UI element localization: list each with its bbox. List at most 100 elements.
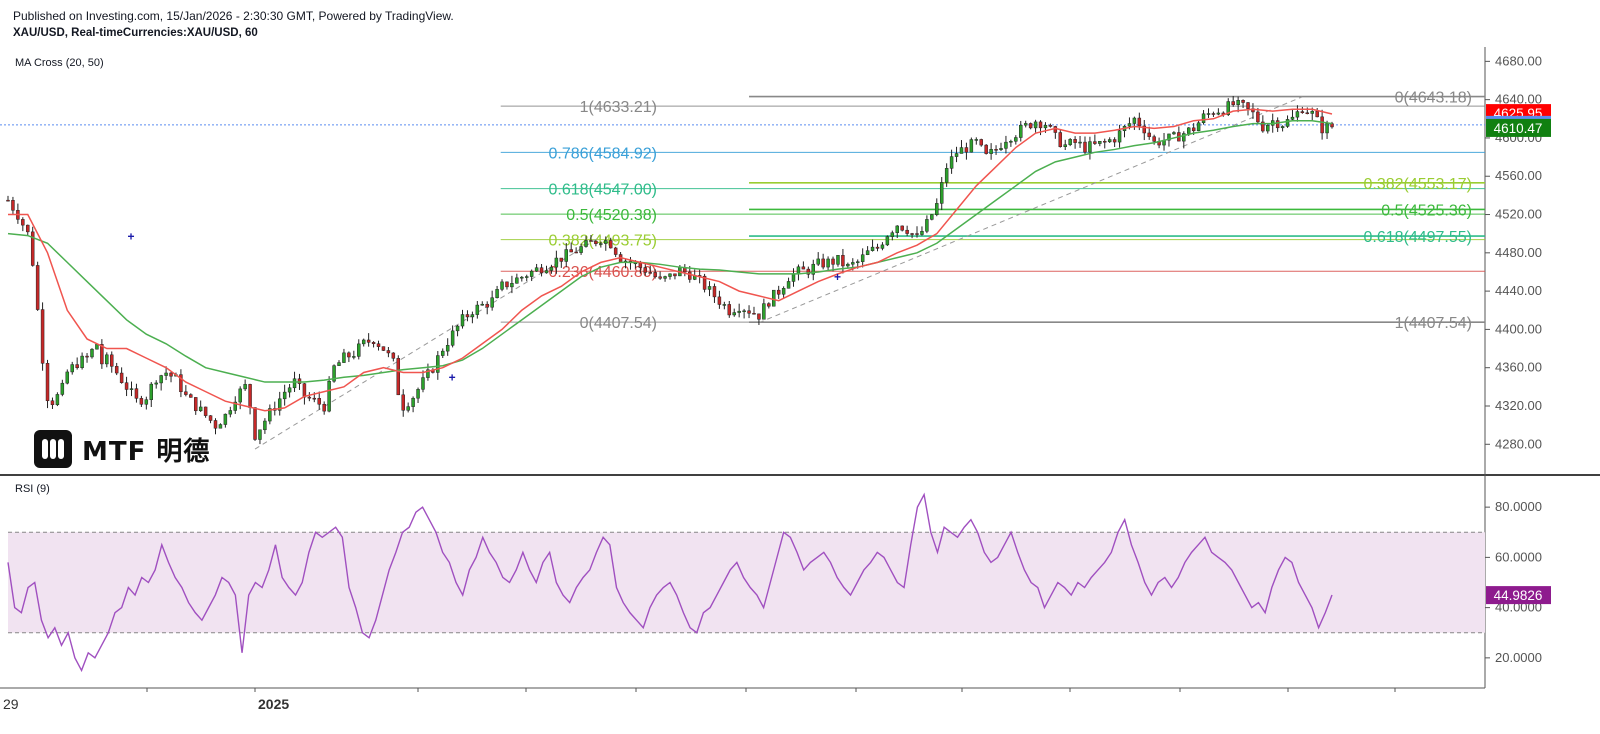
candle-body [1266,125,1270,132]
candle-body [1038,121,1043,129]
candle-body [954,153,959,157]
fib-right-label: 0(4643.18) [1395,90,1472,107]
price-label-box [1486,118,1551,137]
candle-body [445,345,450,352]
candle-body [455,325,460,332]
candle-body [688,271,692,280]
candle-body [969,139,974,153]
candle-body [1127,123,1132,127]
candle-body [846,263,850,267]
candle-body [198,406,203,412]
candle-body [860,254,865,262]
candle-body [312,397,317,400]
candle-body [45,363,50,402]
fib-left-label: 0.618(4547.00) [548,182,657,199]
candle-body [258,429,262,440]
candle-body [1261,121,1265,132]
candle-body [1206,113,1211,115]
candle-body [1063,144,1067,147]
candle-body [277,398,282,411]
candle-body [149,383,154,400]
candle-body [584,240,588,247]
candle-body [35,265,40,310]
candle-body [520,276,524,279]
rsi-tick-label: 80.0000 [1495,499,1542,514]
candle-body [534,267,539,272]
candle-body [1182,133,1186,142]
candle-body [110,354,114,367]
candle-body [21,219,25,226]
candle-body [371,342,376,344]
candle-body [243,384,247,390]
candle-body [1152,136,1156,142]
fib-left-label: 1(4633.21) [580,99,657,116]
candle-body [342,352,346,363]
candle-body [658,276,662,279]
candle-body [717,296,722,305]
candle-body [441,350,445,356]
candle-body [544,270,549,274]
candle-body [930,214,934,220]
rsi-last-box [1486,586,1551,605]
candle-body [1290,116,1295,120]
candle-body [673,273,677,277]
candle-body [900,225,904,231]
candle-body [134,388,139,399]
candle-body [60,382,65,395]
fib-right-label: 0.382(4553.17) [1363,176,1472,193]
candle-body [752,312,756,315]
rsi-tick-label: 20.0000 [1495,650,1542,665]
candle-body [189,394,193,398]
candle-body [505,281,509,288]
candle-body [905,229,909,234]
candle-body [742,310,746,313]
symbol-title: XAU/USD, Real-timeCurrencies:XAU/USD, 60 [13,27,258,39]
candle-body [159,375,163,384]
candle-body [599,243,603,245]
candle-body [1201,113,1206,124]
candle-body [30,231,35,266]
candle-body [801,266,806,270]
candle-body [465,314,470,318]
ma-cross-label[interactable]: MA Cross (20, 50) [15,57,104,69]
candle-body [208,415,213,421]
time-tick-label: 2025 [258,696,289,712]
candle-body [391,352,396,359]
candle-body [193,397,198,412]
candle-body [1320,116,1324,134]
candle-body [366,339,371,343]
ma-cross-marker: + [449,370,456,384]
candle-body [480,303,485,306]
candle-body [1226,101,1230,115]
candle-body [1014,137,1018,142]
candle-body [1256,111,1260,123]
time-tick-label: 29 [3,696,19,712]
candle-body [510,283,514,288]
candle-body [564,249,568,262]
rsi-label[interactable]: RSI (9) [15,483,50,495]
candle-body [426,369,430,378]
candle-body [203,406,208,416]
logo-text: MTF 明德 [82,436,211,467]
candle-body [307,396,312,399]
candle-body [322,403,326,412]
price-tick-label: 4320.00 [1495,398,1542,413]
candle-body [169,372,173,377]
candle-body [1137,117,1142,127]
candle-body [65,371,70,384]
candle-body [1098,140,1102,144]
candle-body [890,232,895,237]
candle-body [213,420,218,429]
candle-body [282,391,287,400]
candle-body [1132,117,1137,124]
candle-body [1211,113,1216,115]
candle-body [1048,124,1053,127]
candle-body [554,257,559,268]
candle-body [1043,124,1048,129]
candle-body [100,344,104,365]
candle-body [974,139,979,141]
candle-body [248,384,252,408]
price-tick-label: 4280.00 [1495,436,1542,451]
price-tick-label: 4640.00 [1495,92,1542,107]
candle-body [396,358,401,396]
